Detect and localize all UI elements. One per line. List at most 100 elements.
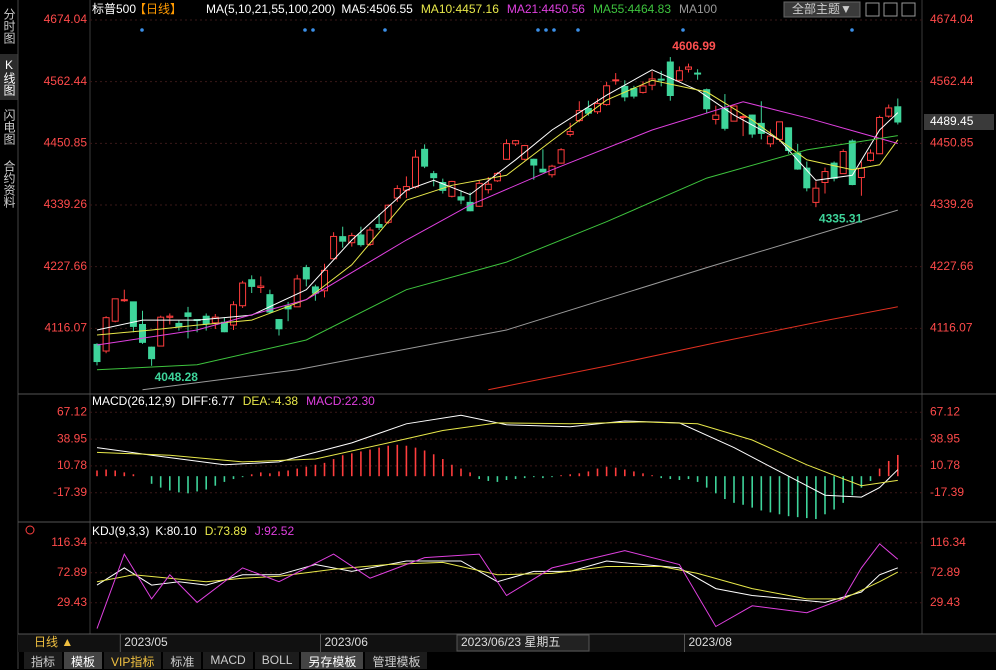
candle-body [421, 148, 429, 167]
candle-body [129, 301, 137, 327]
panel-icon[interactable] [25, 525, 35, 535]
date-strip [18, 634, 996, 652]
sidebar-tab[interactable]: 合约资料 [2, 160, 16, 208]
toolbar-tab[interactable]: MACD [203, 652, 253, 669]
candle-body [530, 158, 538, 166]
candle-body [785, 127, 793, 152]
candle-body [348, 235, 356, 244]
candle-body [412, 156, 419, 188]
candle-body [402, 186, 410, 191]
legend-entry: K:80.10 [155, 524, 197, 538]
candle-body [139, 324, 146, 343]
candle-body [393, 188, 401, 199]
x-tick-label: 2023/05 [124, 635, 168, 649]
toolbar-tab[interactable]: 另存模板 [301, 652, 364, 669]
candle-body [812, 187, 820, 203]
candle-body [712, 114, 720, 120]
toolbar-tab[interactable]: VIP指标 [104, 652, 162, 669]
candle-body [885, 107, 893, 117]
legend-entry: MA21:4450.56 [507, 2, 585, 16]
sidebar-tab[interactable]: 分时图 [2, 8, 16, 44]
candle-body [157, 316, 165, 347]
theme-button[interactable] [783, 1, 861, 18]
candle-body [557, 149, 565, 164]
candle-body [175, 322, 183, 328]
candle-body [239, 282, 247, 307]
toolbar-tab[interactable]: BOLL [254, 652, 300, 669]
candle-body [339, 236, 347, 242]
indicator-title: KDJ(9,3,3) [92, 524, 149, 538]
legend-entry: MA10:4457.16 [421, 2, 499, 16]
high-annotation: 4606.99 [672, 39, 716, 53]
candle-body [257, 285, 265, 288]
y-tick-label: 29.43 [57, 595, 87, 609]
candle-body [612, 79, 620, 82]
candle-body [366, 229, 374, 245]
candle-body [220, 321, 228, 333]
icon-button[interactable] [883, 2, 898, 17]
candle-body [857, 167, 865, 179]
legend-entry: DIFF:6.77 [181, 394, 235, 408]
period-selector[interactable]: 日线 ▲ [34, 635, 73, 649]
indicator-line [96, 421, 898, 487]
legend-entry: MACD:22.30 [306, 394, 375, 408]
candle-body [266, 294, 274, 313]
candle-body [575, 110, 583, 122]
y-tick-label: 38.95 [930, 431, 960, 445]
candle-body [703, 89, 711, 110]
legend-entry: MA5:4506.55 [341, 2, 413, 16]
icon-button[interactable] [901, 2, 916, 17]
candle-body [384, 204, 392, 223]
candle-body [430, 173, 438, 179]
y-tick-label: 116.34 [930, 535, 966, 549]
y-tick-label: 29.43 [930, 595, 960, 609]
candle-body [120, 299, 128, 302]
candle-body [275, 319, 283, 330]
candle-body [321, 269, 328, 292]
candle-body [848, 140, 856, 186]
icon-button[interactable] [865, 2, 880, 17]
sidebar-tab[interactable]: K线图 [0, 54, 18, 100]
y-tick-label: 72.89 [930, 565, 960, 579]
candle-body [166, 315, 174, 318]
theme-button-label[interactable]: 全部主题▼ [792, 1, 852, 16]
y-tick-label: 116.34 [51, 535, 87, 549]
y-tick-label: 4116.07 [930, 321, 973, 335]
toolbar-tab[interactable]: 指标 [24, 652, 63, 669]
candle-body [193, 319, 201, 322]
candle-body [302, 267, 310, 280]
candle-body [493, 172, 501, 182]
legend-entry: D:73.89 [205, 524, 247, 538]
toolbar-tab[interactable]: 管理模板 [365, 652, 428, 669]
candle-body [93, 343, 101, 363]
candle-body [748, 114, 756, 135]
candle-body [357, 234, 365, 246]
toolbar-tab[interactable]: 模板 [64, 652, 103, 669]
y-tick-label: 4674.04 [44, 12, 88, 26]
y-tick-label: 38.95 [57, 431, 87, 445]
crosshair-date-box [456, 634, 590, 652]
period: 【日线】 [134, 2, 182, 16]
candle-body [448, 180, 456, 197]
candle-body [876, 116, 884, 155]
y-tick-label: 4562.44 [44, 74, 88, 88]
legend-entry: MA100 [679, 2, 717, 16]
candle-body [685, 66, 692, 70]
candle-body [721, 107, 729, 129]
indicator-line [96, 414, 899, 498]
candle-body [475, 182, 483, 207]
candle-body [821, 171, 829, 183]
sidebar-tab[interactable]: 闪电图 [2, 109, 16, 145]
candle-body [739, 116, 747, 119]
toolbar-tab[interactable]: 标准 [163, 652, 202, 669]
candle-body [730, 105, 738, 122]
candle-body [539, 168, 547, 173]
candle-body [648, 78, 656, 86]
candle-body [794, 152, 802, 170]
y-tick-label: 4562.44 [930, 74, 974, 88]
candle-body [621, 85, 629, 98]
y-tick-label: 4339.26 [930, 197, 974, 211]
candle-body [594, 103, 601, 113]
candle-body [457, 196, 465, 201]
candle-body [630, 88, 638, 97]
